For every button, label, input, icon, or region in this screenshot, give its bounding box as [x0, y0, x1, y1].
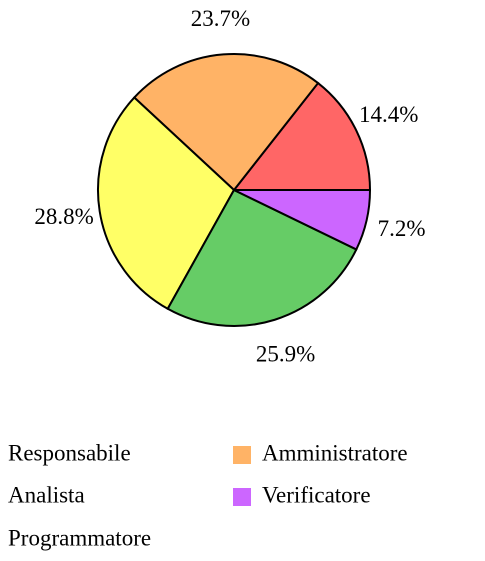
slice-label: 7.2%	[378, 216, 426, 241]
slice-label: 23.7%	[191, 6, 250, 31]
pie-slice	[132, 53, 320, 192]
legend-label: Analista	[8, 482, 85, 507]
legend-label: Programmatore	[8, 525, 151, 550]
legend-swatch	[233, 488, 251, 506]
legend-label: Amministratore	[262, 440, 408, 465]
pie-slice	[231, 81, 372, 191]
slice-label: 14.4%	[359, 102, 418, 127]
legend-swatch	[233, 446, 251, 464]
slice-label: 25.9%	[256, 341, 315, 366]
pie-slice	[166, 188, 358, 327]
legend-label: Verificatore	[262, 482, 371, 507]
pie-slice	[97, 96, 236, 311]
slice-label: 28.8%	[34, 204, 93, 229]
pie-slice	[233, 189, 372, 251]
legend-label: Responsabile	[8, 440, 131, 465]
